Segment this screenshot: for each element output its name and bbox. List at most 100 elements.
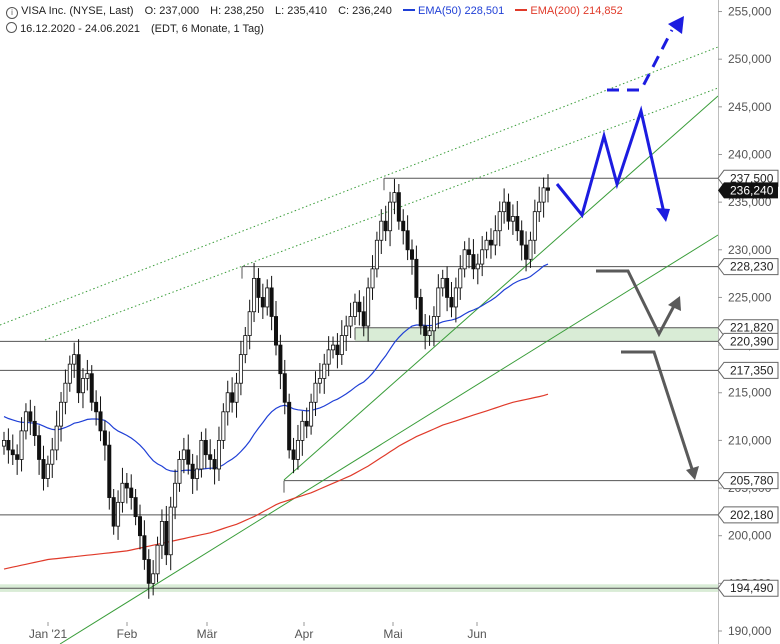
candle-body bbox=[388, 201, 393, 232]
candle-body bbox=[133, 497, 138, 518]
candle bbox=[89, 365, 94, 411]
candle-body bbox=[107, 444, 112, 498]
candle-body bbox=[265, 287, 270, 308]
candle bbox=[173, 469, 178, 520]
candle bbox=[335, 333, 340, 369]
candle-body bbox=[155, 544, 160, 575]
candle-body bbox=[423, 325, 428, 336]
candle bbox=[72, 342, 77, 378]
candle bbox=[427, 315, 432, 346]
candle-body bbox=[89, 373, 94, 403]
candle bbox=[252, 262, 257, 323]
candle bbox=[190, 453, 195, 494]
price-level-tag-box bbox=[717, 361, 779, 379]
candle bbox=[370, 255, 375, 300]
price-level-tag: 217,350 bbox=[717, 361, 779, 379]
price-level-tag-label: 194,490 bbox=[730, 581, 774, 595]
candle-body bbox=[181, 449, 186, 460]
candle bbox=[151, 560, 156, 596]
ema200-label: EMA(200) bbox=[530, 5, 580, 17]
candle bbox=[120, 467, 125, 513]
candle-body bbox=[212, 459, 217, 470]
candle-body bbox=[243, 335, 248, 356]
candle-body bbox=[374, 239, 379, 270]
candle-body bbox=[59, 401, 64, 427]
candle bbox=[396, 184, 401, 230]
candle-body bbox=[497, 211, 502, 232]
candle-body bbox=[111, 497, 116, 527]
candle bbox=[159, 509, 164, 559]
candle bbox=[309, 393, 314, 435]
candle-body bbox=[488, 239, 493, 246]
price-level-tag: 194,490 bbox=[717, 579, 779, 597]
candle bbox=[392, 178, 397, 215]
blue-projection-arrowhead bbox=[656, 208, 670, 222]
candle-body bbox=[295, 439, 300, 460]
candle bbox=[116, 490, 121, 540]
chart-header-row-1: i VISA Inc. (NYSE, Last) O: 237,000 H: 2… bbox=[6, 5, 623, 19]
candle bbox=[2, 431, 7, 455]
candle-body bbox=[190, 463, 195, 479]
moving-averages-layer bbox=[3, 263, 549, 570]
candle bbox=[497, 201, 502, 247]
x-tick-label: Jan '21 bbox=[29, 627, 68, 641]
ema200-value: 214,852 bbox=[582, 5, 623, 17]
candle-body bbox=[98, 411, 103, 432]
candle bbox=[352, 293, 357, 326]
candle-body bbox=[15, 454, 20, 460]
candle-body bbox=[146, 559, 151, 584]
candle-body bbox=[164, 521, 169, 556]
date-range: 16.12.2020 - 24.06.2021 bbox=[20, 23, 140, 35]
candle bbox=[50, 437, 55, 478]
candle bbox=[45, 455, 50, 488]
candle-body bbox=[225, 392, 230, 413]
chart-settings: (EDT, 6 Monate, 1 Tag) bbox=[151, 23, 264, 35]
candle-body bbox=[396, 192, 401, 222]
candle-body bbox=[304, 420, 309, 427]
candle-body bbox=[383, 220, 388, 232]
candle bbox=[247, 299, 252, 350]
candle bbox=[519, 220, 524, 261]
candle-body bbox=[76, 354, 81, 394]
candle-body bbox=[234, 382, 239, 403]
trendlines-layer bbox=[0, 46, 719, 644]
price-level-tag-box bbox=[717, 579, 779, 597]
candle bbox=[124, 472, 129, 504]
candle bbox=[142, 520, 147, 570]
candle-body bbox=[339, 335, 344, 356]
candle-body bbox=[317, 378, 322, 384]
candle-body bbox=[151, 573, 156, 584]
candle bbox=[300, 411, 305, 456]
candle-body bbox=[208, 454, 213, 460]
candle bbox=[10, 434, 15, 465]
candle bbox=[212, 449, 217, 485]
candle bbox=[63, 369, 68, 415]
candle-body bbox=[493, 230, 498, 246]
candle bbox=[348, 302, 353, 339]
candle bbox=[76, 339, 81, 404]
candle bbox=[339, 320, 344, 365]
candle-body bbox=[427, 330, 432, 336]
long-uptrend-line bbox=[59, 234, 719, 644]
info-icon: i bbox=[6, 7, 18, 19]
candle bbox=[515, 200, 520, 242]
candle bbox=[287, 393, 292, 459]
candle bbox=[475, 253, 480, 285]
candle bbox=[181, 437, 186, 474]
grey-projection-arrowhead-2 bbox=[686, 466, 699, 480]
close-value: C: 236,240 bbox=[338, 5, 392, 17]
candle bbox=[133, 488, 138, 526]
candle-body bbox=[519, 230, 524, 246]
x-tick-label: Feb bbox=[117, 627, 138, 641]
candle-body bbox=[475, 263, 480, 270]
price-level-tag-label: 228,230 bbox=[730, 260, 774, 274]
candle-body bbox=[102, 430, 107, 446]
candle-body bbox=[32, 420, 37, 437]
candle bbox=[146, 549, 151, 599]
candle bbox=[256, 268, 261, 313]
candle-body bbox=[515, 216, 520, 232]
candle-body bbox=[418, 297, 423, 327]
candle-body bbox=[401, 220, 406, 232]
candle bbox=[532, 199, 537, 254]
ema50-swatch bbox=[402, 9, 415, 11]
